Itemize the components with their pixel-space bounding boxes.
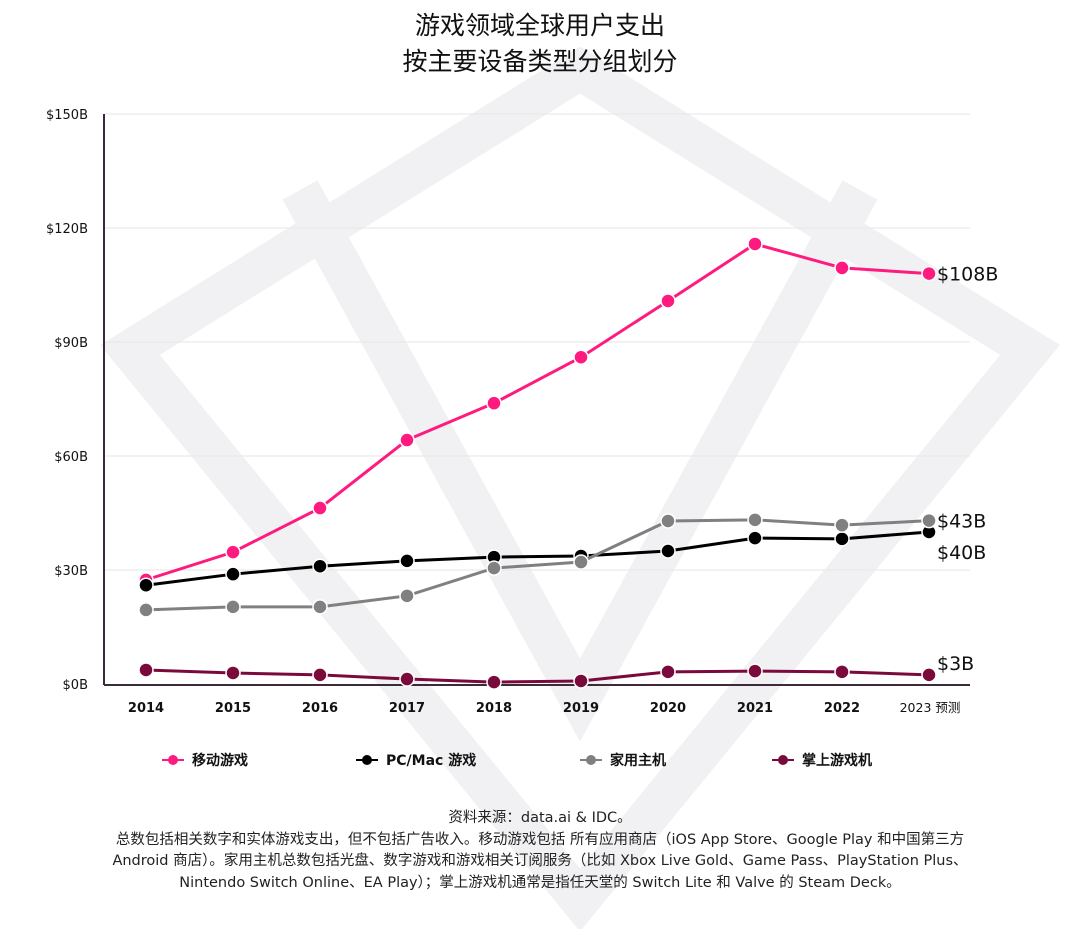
series-line bbox=[145, 242, 930, 582]
data-point bbox=[573, 349, 589, 365]
legend-label: 掌上游戏机 bbox=[802, 753, 872, 769]
data-point bbox=[486, 395, 502, 411]
data-point bbox=[834, 664, 850, 680]
y-tick-label: $0B bbox=[63, 678, 88, 693]
watermark bbox=[100, 46, 1060, 929]
series-2: $43B bbox=[138, 511, 986, 618]
data-point bbox=[399, 671, 415, 687]
series-group: $108B $40B $43B $3B bbox=[138, 236, 998, 690]
x-tick-label: 2022 bbox=[824, 701, 860, 716]
gridlines bbox=[104, 113, 970, 571]
data-point bbox=[921, 512, 937, 529]
end-value-label: $108B bbox=[937, 264, 998, 286]
series-line bbox=[145, 518, 930, 612]
footnote: 资料来源：data.ai & IDC。 总数包括相关数字和实体游戏支出，但不包括… bbox=[0, 808, 1080, 894]
data-point bbox=[921, 667, 937, 683]
data-point bbox=[660, 293, 676, 309]
legend-item-handheld: 掌上游戏机 bbox=[772, 750, 872, 770]
data-point bbox=[225, 665, 241, 681]
legend-item-pc: PC/Mac 游戏 bbox=[356, 750, 476, 770]
data-point bbox=[312, 599, 328, 615]
data-point bbox=[921, 265, 937, 282]
end-value-label: $3B bbox=[937, 653, 974, 675]
y-tick-label: $30B bbox=[54, 564, 88, 579]
data-point bbox=[660, 543, 676, 559]
data-point bbox=[312, 558, 328, 574]
series-0: $108B bbox=[138, 236, 998, 588]
data-point bbox=[399, 553, 415, 569]
end-value-label: $43B bbox=[937, 511, 986, 533]
data-point bbox=[312, 500, 328, 516]
x-tick-label: 2015 bbox=[215, 701, 251, 716]
data-point bbox=[834, 531, 850, 547]
y-tick-label: $60B bbox=[54, 450, 88, 465]
title-line-2: 按主要设备类型分组划分 bbox=[402, 47, 678, 76]
y-axis-ticks: $0B $30B $60B $90B $120B $150B bbox=[46, 108, 88, 693]
series-line bbox=[145, 668, 930, 684]
data-point bbox=[225, 544, 241, 560]
data-point bbox=[399, 588, 415, 604]
data-point bbox=[138, 602, 154, 618]
x-tick-label: 2020 bbox=[650, 701, 686, 716]
legend-item-mobile: 移动游戏 bbox=[162, 750, 248, 770]
data-point bbox=[747, 236, 763, 252]
data-point bbox=[834, 517, 850, 533]
title-line-1: 游戏领域全球用户支出 bbox=[414, 11, 665, 40]
data-point bbox=[660, 513, 676, 529]
end-value-label: $40B bbox=[937, 542, 986, 564]
x-tick-label: 2018 bbox=[476, 701, 512, 716]
legend-label: 家用主机 bbox=[610, 753, 666, 769]
data-point bbox=[225, 566, 241, 582]
data-point bbox=[312, 667, 328, 683]
x-tick-label: 2014 bbox=[128, 701, 164, 716]
x-tick-label: 2016 bbox=[302, 701, 338, 716]
series-line bbox=[145, 530, 930, 587]
x-tick-label: 2021 bbox=[737, 701, 773, 716]
footnote-source: 资料来源：data.ai & IDC。 bbox=[448, 810, 632, 826]
y-tick-label: $150B bbox=[46, 108, 88, 123]
x-tick-label: 2017 bbox=[389, 701, 425, 716]
data-point bbox=[399, 432, 415, 448]
data-point bbox=[138, 577, 154, 593]
chart-title: 游戏领域全球用户支出 按主要设备类型分组划分 bbox=[0, 8, 1080, 80]
data-point bbox=[573, 554, 589, 570]
data-point bbox=[747, 663, 763, 679]
data-point bbox=[138, 662, 154, 678]
series-1: $40B bbox=[138, 524, 986, 593]
y-tick-label: $90B bbox=[54, 336, 88, 351]
y-tick-label: $120B bbox=[46, 222, 88, 237]
legend-item-console: 家用主机 bbox=[580, 750, 666, 770]
data-point bbox=[660, 664, 676, 680]
legend-label: 移动游戏 bbox=[192, 753, 248, 769]
series-3: $3B bbox=[138, 653, 974, 690]
data-point bbox=[834, 260, 850, 276]
x-axis-ticks: 2014 2015 2016 2017 2018 2019 2020 2021 2022 2023… bbox=[128, 700, 960, 716]
data-point bbox=[225, 599, 241, 615]
x-tick-label: 2023 预测 bbox=[900, 700, 961, 715]
legend-label: PC/Mac 游戏 bbox=[386, 753, 477, 769]
data-point bbox=[486, 674, 502, 690]
data-point bbox=[573, 673, 589, 689]
footnote-text: 总数包括相关数字和实体游戏支出，但不包括广告收入。移动游戏包括 所有应用商店（i… bbox=[112, 831, 968, 891]
data-point bbox=[486, 560, 502, 576]
x-tick-label: 2019 bbox=[563, 701, 599, 716]
data-point bbox=[747, 530, 763, 546]
data-point bbox=[747, 512, 763, 528]
